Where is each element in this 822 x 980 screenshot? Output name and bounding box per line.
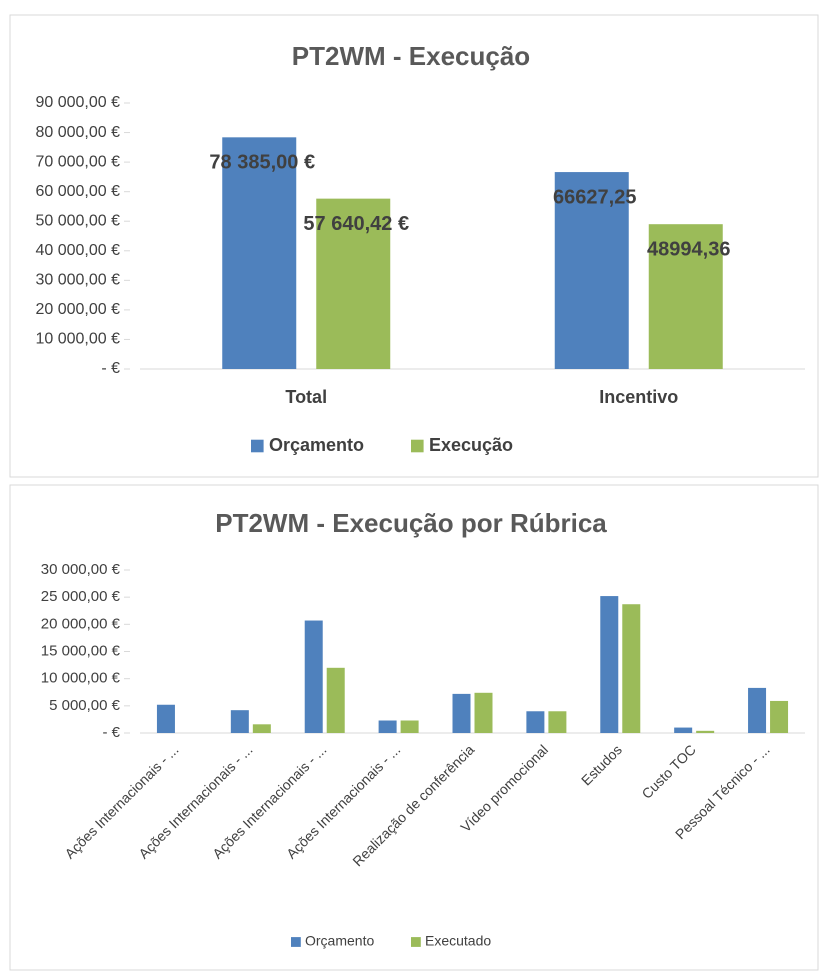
bar [400,720,419,733]
y-tick-label: 30 000,00 € [41,561,121,578]
legend-label: Executado [425,933,491,949]
legend-swatch [251,439,264,453]
bar [378,720,397,733]
y-tick-label: 10 000,00 € [41,670,121,687]
bar [156,704,175,733]
y-tick-label: 40 000,00 € [35,242,120,259]
bar [316,198,391,369]
legend-swatch [291,937,301,947]
bar [696,730,715,733]
legend-label: Orçamento [269,435,364,455]
x-tick-label: Incentivo [599,387,678,407]
y-tick-label: 5 000,00 € [49,697,121,714]
y-tick-label: 30 000,00 € [35,272,120,289]
bar [554,172,629,369]
legend-swatch [411,439,424,453]
bar [748,687,767,733]
bar [252,724,271,733]
legend-swatch [411,937,421,947]
legend-label: Orçamento [305,933,374,949]
data-label: 48994,36 [647,238,730,260]
x-tick-label: Total [285,387,327,407]
bar [674,727,693,733]
bar [326,667,345,733]
bar [770,700,789,733]
legend-label: Execução [429,435,513,455]
bar [622,604,641,733]
bar [548,711,567,733]
data-label: 78 385,00 € [209,152,315,174]
y-tick-label: 25 000,00 € [41,588,121,605]
data-label: 57 640,42 € [303,213,409,235]
bar [222,137,297,369]
y-tick-label: 60 000,00 € [35,183,120,200]
bar [526,711,545,733]
y-tick-label: 10 000,00 € [35,331,120,348]
bar [304,620,323,733]
y-tick-label: 90 000,00 € [35,94,120,111]
bar [600,596,619,733]
y-tick-label: 20 000,00 € [41,615,121,632]
y-tick-label: 50 000,00 € [35,212,120,229]
chart-title: PT2WM - Execução [292,41,530,71]
y-tick-label: 70 000,00 € [35,153,120,170]
y-tick-label: 80 000,00 € [35,124,120,141]
y-tick-label: 15 000,00 € [41,642,121,659]
y-tick-label: 20 000,00 € [35,301,120,318]
bar [648,224,723,369]
data-label: 66627,25 [553,186,636,208]
chart-title: PT2WM - Execução por Rúbrica [215,508,607,538]
bar [474,692,493,733]
y-tick-label: - € [102,724,120,741]
y-tick-label: - € [101,360,120,377]
bar [230,710,249,733]
bar [452,693,471,733]
